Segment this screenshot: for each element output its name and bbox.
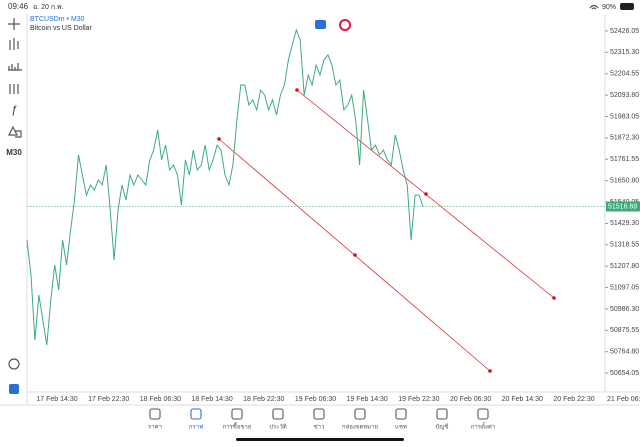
nav-label[interactable]: ราคา	[148, 424, 162, 431]
nav-icon[interactable]	[231, 408, 243, 420]
objects-tool[interactable]	[9, 84, 19, 94]
nav-label[interactable]: การตั้งค่า	[471, 421, 495, 431]
x-tick-label: 18 Feb 06:30	[140, 396, 181, 403]
current-price-box	[606, 201, 640, 212]
nav-icon[interactable]	[149, 408, 161, 420]
x-tick-label: 19 Feb 22:30	[398, 396, 439, 403]
y-tick-label: 51872.30	[610, 135, 639, 142]
trendline-handle[interactable]	[552, 296, 556, 300]
trendline-handle[interactable]	[488, 369, 492, 373]
y-tick-label: 52204.55	[610, 71, 639, 78]
y-tick-label: 51207.80	[610, 263, 639, 270]
status-time: 09:46	[8, 2, 29, 11]
sell-icon[interactable]	[315, 20, 326, 29]
nav-icon[interactable]	[190, 408, 202, 420]
nav-icon[interactable]	[354, 408, 366, 420]
y-tick-label: 51318.55	[610, 242, 639, 249]
status-date: อ. 20 ก.พ.	[33, 4, 64, 11]
trendline-handle[interactable]	[424, 192, 428, 196]
y-tick-label: 51983.05	[610, 113, 639, 120]
indicators-tool[interactable]	[8, 63, 22, 71]
chart-type-tool[interactable]	[9, 38, 19, 50]
nav-label[interactable]: ข่าว	[314, 424, 325, 431]
symbol-title: BTCUSDm • M30	[30, 16, 85, 23]
y-tick-label: 50986.30	[610, 306, 639, 313]
current-price-label: 51516.69	[608, 203, 637, 210]
trendline-handle[interactable]	[353, 253, 357, 257]
y-tick-label: 50764.80	[610, 349, 639, 356]
nav-label[interactable]: แชท	[395, 424, 407, 431]
x-tick-label: 20 Feb 06:30	[450, 396, 491, 403]
y-tick-label: 51650.80	[610, 177, 639, 184]
y-tick-label: 51429.30	[610, 220, 639, 227]
nav-icon[interactable]	[313, 408, 325, 420]
nav-label[interactable]: การซื้อขาย	[223, 421, 252, 431]
x-tick-label: 18 Feb 14:30	[191, 396, 232, 403]
x-tick-label: 18 Feb 22:30	[243, 396, 284, 403]
x-tick-label: 17 Feb 22:30	[88, 396, 129, 403]
trendlines	[217, 88, 556, 373]
x-tick-label: 17 Feb 14:30	[36, 396, 77, 403]
buy-icon[interactable]	[339, 19, 351, 31]
x-tick-label: 21 Feb 06:3	[607, 396, 640, 403]
x-tick-label: 20 Feb 22:30	[553, 396, 594, 403]
one-click-button[interactable]	[9, 384, 19, 394]
shapes-tool[interactable]	[8, 125, 22, 138]
wifi-icon	[589, 4, 599, 10]
x-tick-label: 19 Feb 14:30	[347, 396, 388, 403]
y-tick-label: 52315.30	[610, 49, 639, 56]
y-tick-label: 51097.05	[610, 284, 639, 291]
nav-label[interactable]: บัญชี	[436, 423, 449, 431]
x-tick-label: 20 Feb 14:30	[502, 396, 543, 403]
battery-icon	[620, 3, 634, 10]
nav-icon[interactable]	[477, 408, 489, 420]
price-line	[26, 28, 424, 346]
y-tick-label: 52426.05	[610, 28, 639, 35]
nav-icon[interactable]	[272, 408, 284, 420]
timeframe-button[interactable]: M30	[6, 148, 22, 157]
y-tick-label: 50875.55	[610, 327, 639, 334]
trendline-handle[interactable]	[217, 137, 221, 141]
nav-label[interactable]: กล่องจดหมาย	[342, 424, 378, 431]
trendline-handle[interactable]	[295, 88, 299, 92]
y-tick-label: 51761.55	[610, 156, 639, 163]
symbol-description: Bitcoin vs US Dollar	[30, 25, 93, 32]
nav-icon[interactable]	[395, 408, 407, 420]
nav-icon[interactable]	[436, 408, 448, 420]
crosshair-tool[interactable]	[8, 18, 20, 30]
x-tick-label: 19 Feb 06:30	[295, 396, 336, 403]
side-toolbar: ƒ M30	[6, 18, 22, 394]
function-tool[interactable]: ƒ	[11, 104, 17, 116]
y-tick-label: 52093.80	[610, 92, 639, 99]
nav-label[interactable]: กราฟ	[189, 424, 203, 431]
battery-level: 90%	[602, 4, 616, 11]
y-tick-label: 50654.05	[610, 370, 639, 377]
home-indicator	[236, 438, 404, 441]
nav-label[interactable]: ประวัติ	[269, 424, 287, 431]
trade-button[interactable]	[8, 358, 20, 370]
